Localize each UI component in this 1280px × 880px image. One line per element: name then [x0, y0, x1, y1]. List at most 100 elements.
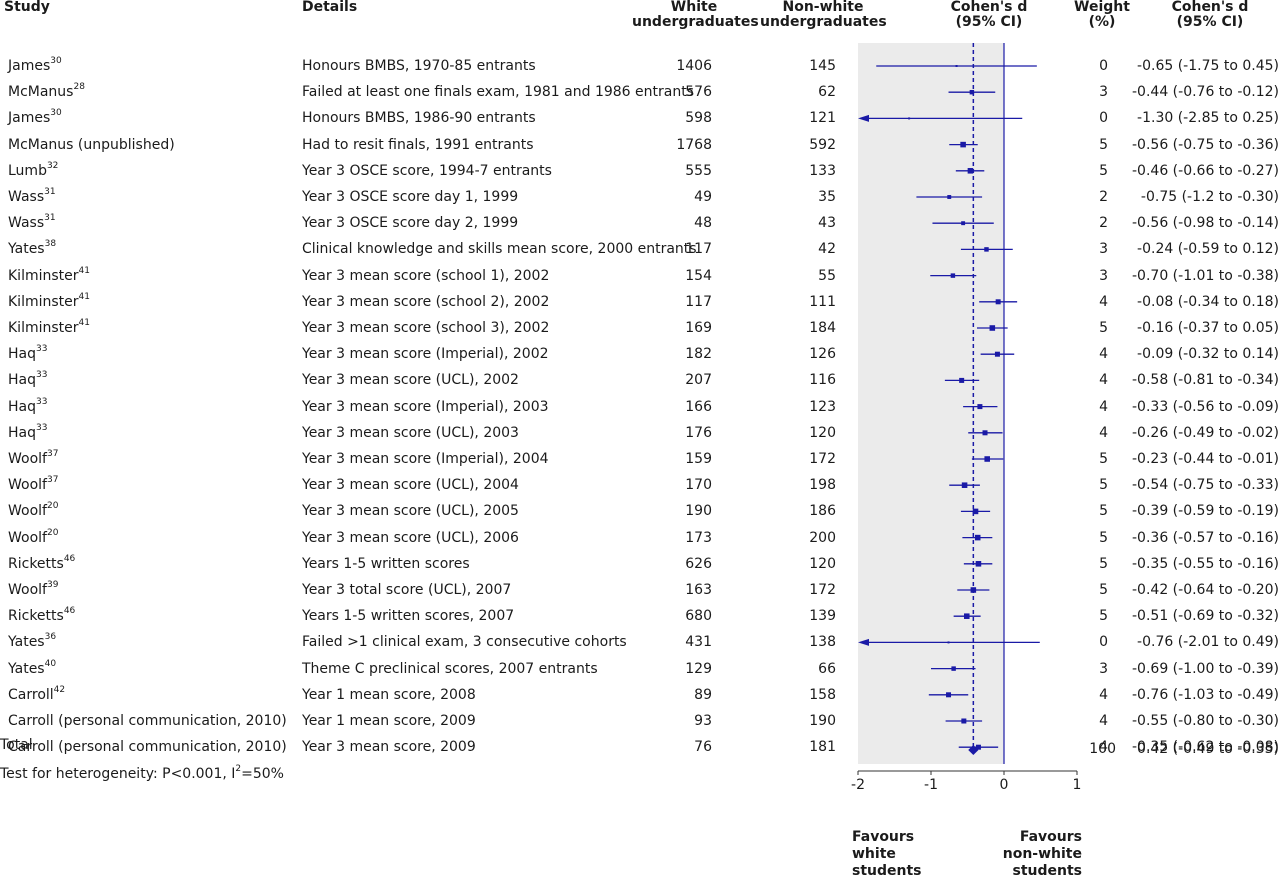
white-count-text: 49 — [694, 189, 712, 205]
study-name: James30 — [8, 53, 62, 79]
nonwhite-count-text: 184 — [809, 320, 836, 336]
ci-value-text: -0.58 (-0.81 to -0.34) — [1132, 372, 1279, 389]
nonwhite-count-text: 186 — [809, 503, 836, 520]
header-study: Study — [4, 0, 50, 15]
nonwhite-count: 172 — [766, 577, 836, 603]
nonwhite-count: 111 — [766, 289, 836, 315]
study-details: Year 3 OSCE score day 2, 1999 — [302, 210, 518, 236]
table-row: McManus28 Failed at least one finals exam… — [0, 79, 1280, 105]
ci-value: -0.36 (-0.57 to -0.16) — [1126, 525, 1279, 551]
table-row: Kilminster41 Year 3 mean score (school 3)… — [0, 315, 1280, 341]
weight-value: 4 — [1080, 734, 1108, 760]
study-details: Theme C preclinical scores, 2007 entrant… — [302, 656, 598, 682]
nonwhite-count-text: 120 — [809, 555, 836, 572]
study-details-text: Year 3 mean score (UCL), 2006 — [302, 529, 519, 546]
effect-marker — [969, 89, 975, 95]
white-count-text: 431 — [685, 634, 712, 651]
header-effect-line1: Cohen's d — [950, 0, 1028, 15]
favours-white-line1: Favours — [852, 829, 915, 845]
study-name-text: Kilminster — [8, 267, 79, 284]
header-effect: Cohen's d (95% CI) — [934, 0, 1044, 30]
total-label: Total — [0, 737, 33, 753]
white-count: 182 — [640, 341, 712, 367]
white-count: 576 — [640, 79, 712, 105]
reference-number: 36 — [44, 632, 57, 643]
study-details-text: Year 1 mean score, 2008 — [302, 686, 476, 703]
nonwhite-count: 200 — [766, 525, 836, 551]
x-tick-label: -1 — [924, 777, 938, 793]
table-row: Woolf20 Year 3 mean score (UCL), 2006 173 2… — [0, 525, 1280, 551]
weight-value: 4 — [1080, 367, 1108, 393]
nonwhite-count-text: 198 — [809, 477, 836, 494]
white-count: 169 — [640, 315, 712, 341]
ci-arrow — [858, 114, 869, 122]
reference-number: 28 — [73, 82, 85, 93]
ci-value: -0.56 (-0.75 to -0.36) — [1126, 132, 1279, 158]
nonwhite-count-text: 123 — [809, 398, 836, 415]
study-details-text: Honours BMBS, 1986-90 entrants — [302, 110, 536, 127]
reference-number: 33 — [36, 422, 48, 433]
table-row: James30 Honours BMBS, 1986-90 entrants 598… — [0, 105, 1280, 131]
white-count-text: 555 — [685, 162, 712, 179]
favours-nonwhite-line3: students — [1012, 863, 1082, 879]
ci-value-text: -0.70 (-1.01 to -0.38) — [1132, 267, 1279, 284]
weight-value: 5 — [1080, 132, 1108, 158]
reference-number: 41 — [78, 265, 90, 276]
table-row: Woolf39 Year 3 total score (UCL), 2007 163… — [0, 577, 1280, 603]
weight-value-text: 4 — [1099, 739, 1108, 756]
table-row: James30 Honours BMBS, 1970-85 entrants 140… — [0, 53, 1280, 79]
study-details: Honours BMBS, 1986-90 entrants — [302, 105, 536, 131]
nonwhite-count: 120 — [766, 420, 836, 446]
effect-marker — [994, 351, 1000, 357]
study-details: Year 3 mean score (UCL), 2004 — [302, 472, 519, 498]
study-name-text: Wass — [8, 215, 45, 232]
weight-value-text: 0 — [1099, 634, 1108, 651]
weight-value-text: 0 — [1099, 58, 1108, 74]
table-row: Yates38 Clinical knowledge and skills mea… — [0, 236, 1280, 262]
white-count-text: 680 — [685, 608, 712, 625]
nonwhite-count: 126 — [766, 341, 836, 367]
header-effect-line2: (95% CI) — [955, 14, 1023, 30]
favours-white-label: Favours white students — [852, 829, 922, 880]
nonwhite-count-text: 43 — [818, 215, 836, 232]
ci-value: -0.70 (-1.01 to -0.38) — [1126, 263, 1279, 289]
study-name-text: Woolf — [8, 582, 47, 598]
ci-value: -0.35 (-0.62 to -0.08) — [1126, 734, 1279, 760]
study-details-text: Clinical knowledge and skills mean score… — [302, 241, 697, 258]
effect-marker — [950, 273, 956, 278]
nonwhite-count: 120 — [766, 551, 836, 577]
study-name-text: Wass — [8, 189, 45, 205]
weight-value: 4 — [1080, 289, 1108, 315]
weight-value-text: 4 — [1099, 293, 1108, 310]
nonwhite-count: 186 — [766, 498, 836, 524]
study-details-text: Year 3 mean score (Imperial), 2002 — [302, 346, 549, 363]
weight-value: 5 — [1080, 472, 1108, 498]
study-name-text: Woolf — [8, 451, 47, 467]
effect-marker — [960, 141, 966, 148]
nonwhite-count-text: 172 — [809, 451, 836, 467]
weight-value-text: 4 — [1099, 686, 1108, 703]
ci-value: -0.54 (-0.75 to -0.33) — [1126, 472, 1279, 498]
nonwhite-count: 121 — [766, 105, 836, 131]
ci-value: -0.75 (-1.2 to -0.30) — [1126, 184, 1279, 210]
weight-value: 0 — [1080, 53, 1108, 79]
effect-marker — [970, 587, 977, 593]
weight-value: 5 — [1080, 603, 1108, 629]
ci-value: -0.33 (-0.56 to -0.09) — [1126, 394, 1279, 420]
header-nonwhite-line2: undergraduates — [760, 14, 887, 30]
white-count: 163 — [640, 577, 712, 603]
white-count: 154 — [640, 263, 712, 289]
header-weight: Weight (%) — [1068, 0, 1136, 30]
white-count-text: 1768 — [676, 136, 712, 153]
study-details: Failed >1 clinical exam, 3 consecutive c… — [302, 629, 627, 655]
nonwhite-count-text: 145 — [809, 58, 836, 74]
favours-nonwhite-line2: non-white — [1002, 846, 1082, 862]
study-name-text: Kilminster — [8, 293, 79, 310]
study-name-text: Ricketts — [8, 608, 64, 625]
ci-value: -0.24 (-0.59 to 0.12) — [1126, 236, 1279, 262]
study-name-text: Carroll (personal communication, 2010) — [8, 713, 287, 729]
table-row: Carroll (personal communication, 2010) Ye… — [0, 708, 1280, 734]
ci-value-text: -0.33 (-0.56 to -0.09) — [1132, 398, 1279, 415]
table-row: Haq33 Year 3 mean score (Imperial), 2002 1… — [0, 341, 1280, 367]
reference-number: 37 — [46, 449, 59, 459]
